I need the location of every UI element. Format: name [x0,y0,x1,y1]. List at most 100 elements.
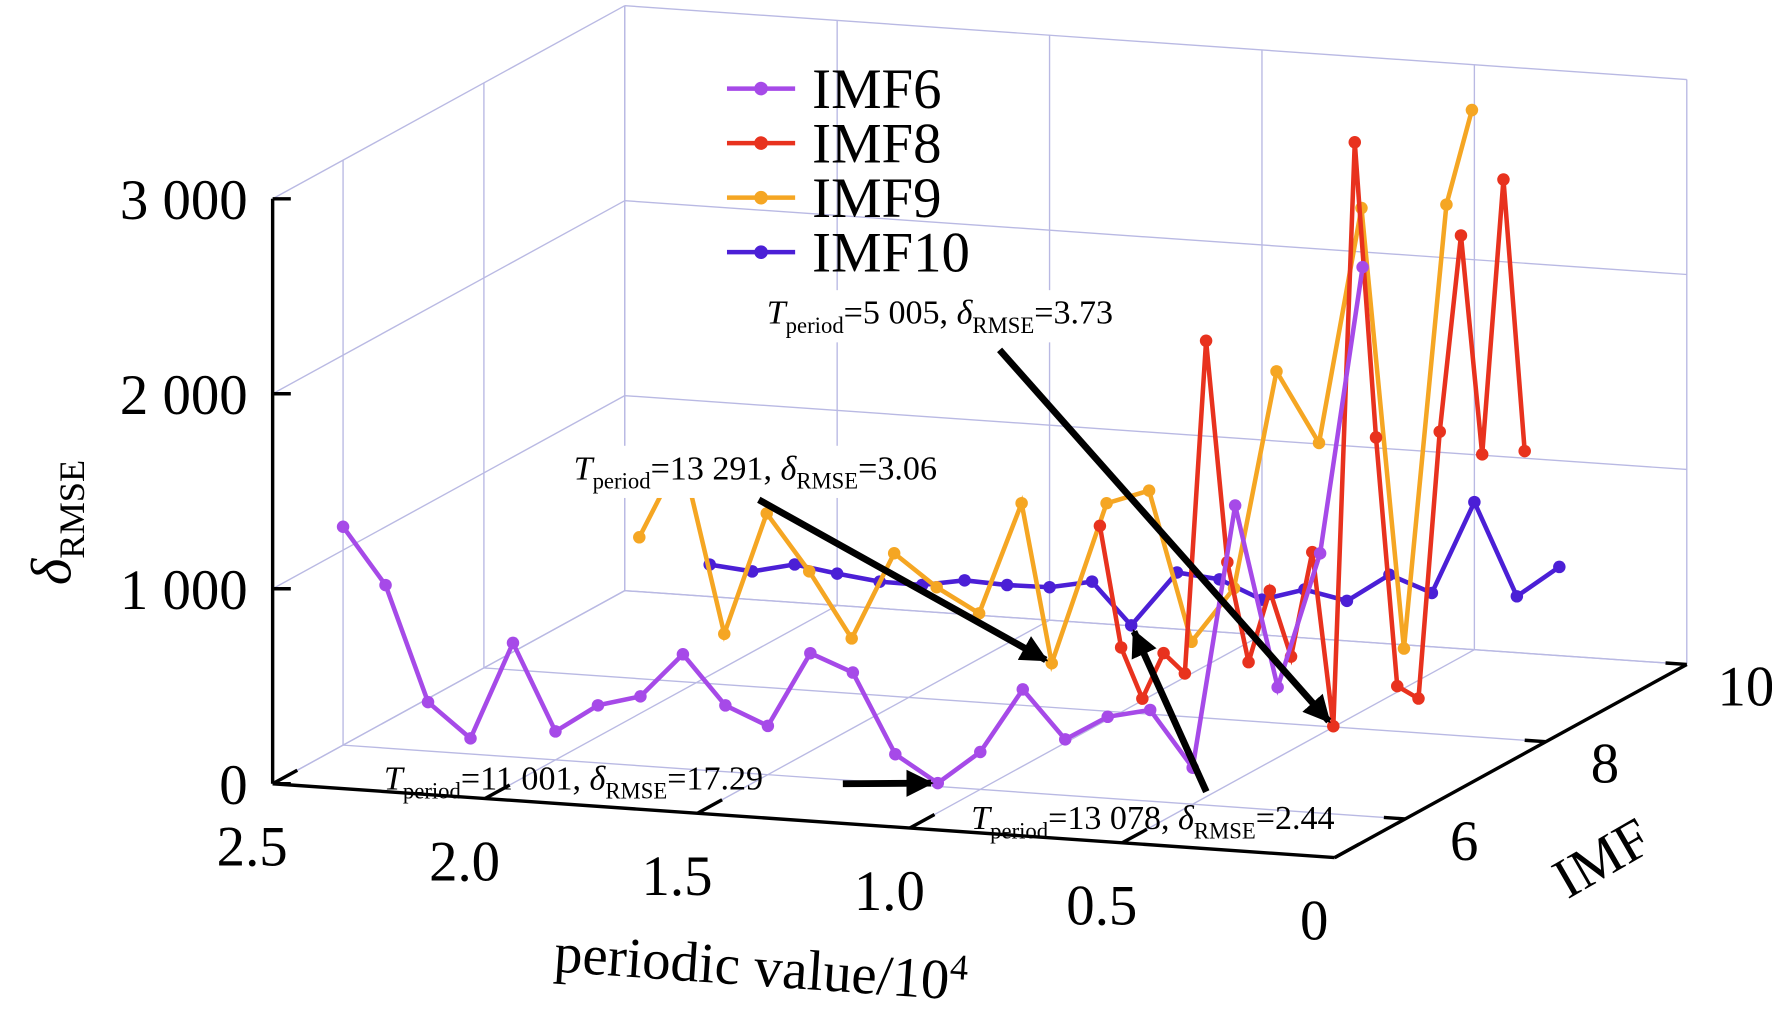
series-point [1015,496,1028,510]
legend-marker [754,190,768,205]
series-point [830,567,844,580]
series-point [1100,497,1113,510]
series-point [1143,703,1157,717]
z-tick [1524,738,1547,744]
series-point [1313,547,1327,560]
series-point [1178,667,1192,680]
annotation-part: period [593,468,652,493]
annotation-box [759,290,1120,343]
series-point [1199,334,1213,348]
grid-line [272,395,626,590]
annotation-part: T [574,450,595,487]
series-point [549,725,562,738]
x-tick-label: 1.5 [642,845,713,908]
annotation-part: =13 291, [651,450,781,487]
grid-line [909,634,1263,829]
annotation-part: T [971,800,992,837]
annotation-arrow [757,496,1049,663]
z-axis-label: IMF [1543,806,1662,911]
legend-marker [754,136,768,150]
series-point [788,558,801,571]
series-point [1136,692,1149,705]
y-tick-label: 3 000 [120,169,248,232]
annotation-part: =11 001, [461,760,590,797]
annotation-box [566,445,944,498]
series-point [1412,692,1425,705]
y-axis-label: δRMSE [20,460,92,585]
series-point [1391,679,1404,693]
annotation-part: δ [781,450,798,487]
series-point [1475,448,1489,461]
grid-line [624,199,1687,276]
z-tick-label: 6 [1450,810,1478,873]
series-point [972,607,986,620]
annotation-part: RMSE [605,779,667,804]
legend-marker [754,81,768,96]
grid-line [624,394,1687,471]
series-point [591,699,605,712]
y-tick-label: 0 [219,754,247,817]
x-axis [272,782,1335,860]
series-point [336,520,350,533]
z-tick [1665,661,1687,667]
series-point [1228,499,1242,512]
annotation-part: period [990,818,1049,843]
legend-label: IMF10 [812,221,970,284]
series-point [1093,519,1107,533]
z-axis [1333,662,1688,860]
series-point [1369,431,1383,444]
series-point [634,690,647,703]
x-tick-label: 2.0 [429,830,500,893]
y-axis-label-sub: RMSE [52,460,92,559]
z-tick-label: 10 [1717,655,1772,718]
annotation-part: =13 078, [1048,800,1178,837]
x-axis-label-text: periodic value/10 [552,922,951,1012]
series-point [719,699,732,712]
series-point [1440,198,1453,211]
grid-line [624,4,1687,81]
annotation-arrow [1130,629,1210,794]
x-axis-label-exp: 4 [949,947,970,988]
annotation-arrow [997,347,1332,724]
grid-line [624,589,1687,666]
series-point [1101,710,1114,724]
series-point [1553,560,1566,574]
series-point [1114,641,1128,654]
series-point [676,648,690,661]
annotation-part: δ [957,295,974,332]
series-point [633,531,646,544]
grid-line [272,590,626,785]
series-point [1142,484,1156,497]
annotation: Tperiod=5 005, δRMSE=3.73 [767,295,1113,338]
x-tick [909,813,936,830]
z-tick [1383,815,1406,821]
annotation-part: T [767,295,788,332]
series-point [1327,719,1340,733]
series-point [1497,173,1510,186]
x-axis-label: periodic value/104 [552,919,969,1013]
series-point [1242,655,1255,669]
series-point [1270,365,1283,378]
series-point [1058,733,1072,746]
x-tick [271,768,299,786]
grid-line [484,604,838,800]
series-point [889,748,902,761]
annotation-part: =3.73 [1034,295,1113,332]
annotation-part: =5 005, [844,295,957,332]
x-tick [696,798,723,815]
x-tick-label: 0.5 [1066,875,1137,938]
series-point [1510,590,1524,603]
legend-label: IMF8 [812,112,941,175]
series-point [1045,657,1058,670]
series-point [1465,103,1479,117]
annotation-part: =3.06 [858,450,937,487]
series-point [958,574,971,587]
legend-marker [754,245,768,259]
series-point [931,776,944,790]
series-point [718,627,731,641]
series-point [1016,683,1030,696]
series-point [1468,495,1481,509]
series-point [1312,436,1326,450]
annotation-part: RMSE [972,313,1034,338]
